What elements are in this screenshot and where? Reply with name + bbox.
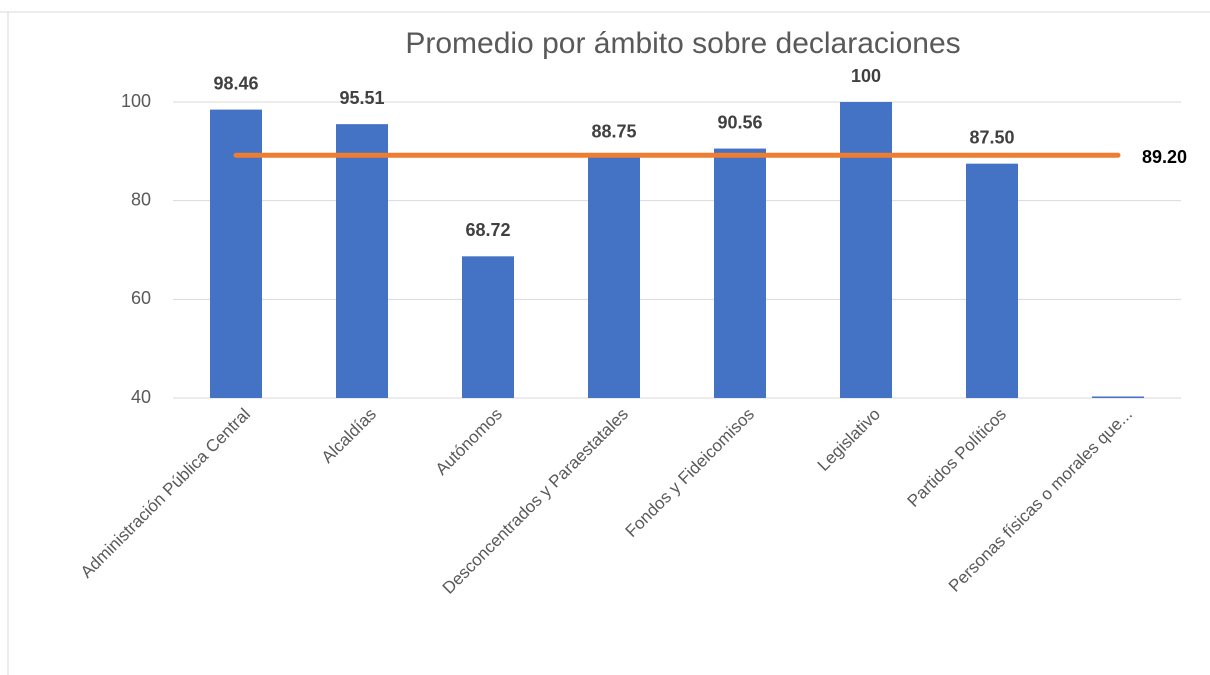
bar (1092, 396, 1144, 398)
bar (336, 124, 388, 398)
y-tick-label: 80 (131, 189, 151, 209)
value-label: 90.56 (717, 112, 762, 132)
average-label: 89.20 (1142, 147, 1187, 167)
y-tick-label: 100 (121, 91, 151, 111)
y-tick-label: 40 (131, 387, 151, 407)
value-label: 95.51 (339, 88, 384, 108)
value-label: 68.72 (465, 220, 510, 240)
bar (462, 256, 514, 398)
chart-title: Promedio por ámbito sobre declaraciones (405, 27, 960, 60)
bar (966, 163, 1018, 398)
bar (588, 157, 640, 398)
value-label: 100 (851, 66, 881, 86)
value-label: 98.46 (213, 73, 258, 93)
bar (840, 102, 892, 398)
value-label: 88.75 (591, 121, 636, 141)
bar (714, 148, 766, 398)
y-tick-label: 60 (131, 288, 151, 308)
value-label: 87.50 (969, 127, 1014, 147)
